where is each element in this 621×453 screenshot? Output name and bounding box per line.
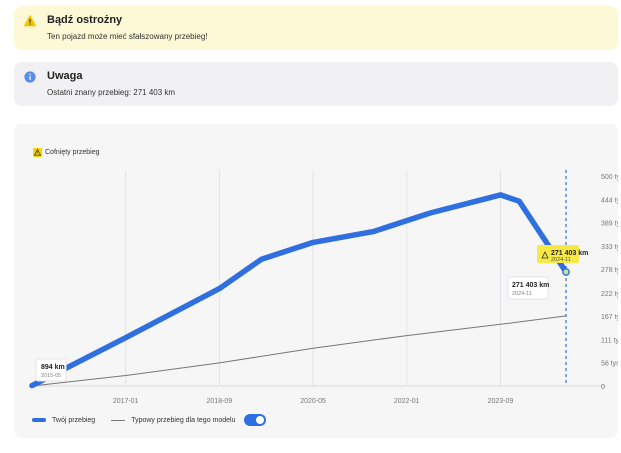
y-tick-label: 0 [601, 384, 605, 391]
x-tick-label: 2020-05 [300, 398, 326, 404]
first-reading-date: 2015-05 [41, 373, 61, 379]
x-tick-label: 2018-09 [207, 398, 233, 404]
rollback-flag-date: 2024-11 [551, 257, 571, 263]
mileage-chart-card: Cofnięty przebieg 0 56 tys. 111 tys. 167 ty… [14, 124, 618, 438]
legend-swatch-own [32, 418, 46, 422]
legend-typical-label: Typowy przebieg dla tego modelu [131, 416, 236, 424]
y-tick-label: 333 tys. [601, 244, 618, 251]
first-reading-label: 894 km 2015-05 [35, 358, 67, 382]
toggle-knob [255, 416, 264, 424]
chart-legend: Twój przebieg Typowy przebieg dla tego m… [32, 414, 266, 426]
warning-icon [24, 15, 36, 27]
y-tick-label: 500 tys. [601, 174, 618, 181]
x-tick-label: 2022-01 [394, 398, 420, 404]
warning-icon [33, 148, 42, 157]
warning-text: Ten pojazd może mieć sfałszowany przebie… [47, 32, 208, 41]
flag-box [537, 245, 579, 264]
label-box [35, 358, 67, 382]
y-tick-label: 444 tys. [601, 198, 618, 205]
info-text: Ostatni znany przebieg: 271 403 km [47, 88, 176, 97]
warning-icon [541, 251, 549, 259]
x-tick-label: 2017-01 [113, 398, 139, 404]
warning-title: Bądź ostrożny [47, 14, 123, 26]
latest-reading-label: 271 403 km 2024-11 [507, 276, 549, 300]
latest-reading-value: 271 403 km [512, 282, 549, 289]
own-mileage-line [29, 192, 569, 389]
latest-reading-point [562, 268, 570, 276]
y-tick-label: 278 tys. [601, 267, 618, 274]
y-tick-label: 222 tys. [601, 291, 618, 298]
info-banner: Uwaga Ostatni znany przebieg: 271 403 km [14, 62, 618, 106]
legend-swatch-typical [111, 419, 126, 421]
y-tick-label: 111 tys. [601, 337, 618, 344]
first-reading-value: 894 km [41, 364, 65, 371]
fraud-warning-banner: Bądź ostrożny Ten pojazd może mieć sfałs… [14, 6, 618, 50]
label-box [507, 276, 549, 300]
rollback-badge-label: Cofnięty przebieg [45, 149, 100, 156]
latest-reading-date: 2024-11 [512, 291, 532, 297]
mileage-chart: 0 56 tys. 111 tys. 167 tys. 222 tys. 278 tys.… [29, 170, 618, 404]
x-tick-label: 2023-09 [488, 398, 514, 404]
legend-own-label: Twój przebieg [52, 416, 96, 424]
rollback-flag-value: 271 403 km [551, 250, 588, 257]
y-tick-label: 167 tys. [601, 314, 618, 321]
info-title: Uwaga [47, 70, 83, 82]
typical-mileage-toggle[interactable] [243, 414, 266, 426]
rollback-badge: Cofnięty przebieg [33, 148, 99, 157]
typical-mileage-line [31, 315, 567, 387]
y-tick-label: 56 tys. [601, 360, 618, 367]
y-tick-label: 389 tys. [601, 221, 618, 228]
info-icon [24, 71, 36, 83]
